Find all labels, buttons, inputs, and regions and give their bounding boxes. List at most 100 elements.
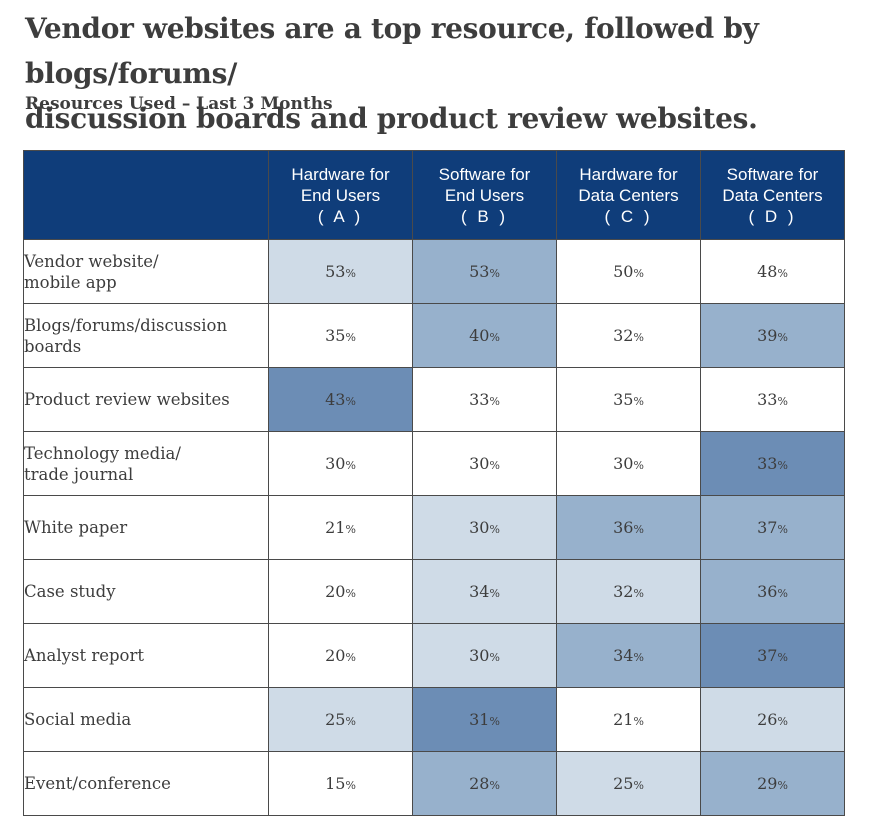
value-cell: 40%: [412, 303, 557, 368]
column-header-line: Software for: [438, 164, 531, 184]
row-label-line: Technology media/: [24, 443, 181, 463]
table-row: White paper 21% 30% 36% 37%: [23, 495, 845, 560]
value-cell: 25%: [268, 687, 413, 752]
value-number: 48: [757, 262, 778, 281]
column-header: Software for End Users( B ): [412, 150, 557, 240]
table-row: Blogs/forums/discussion boards 35% 40% 32% 39…: [23, 303, 845, 368]
row-label: Event/conference: [23, 751, 269, 816]
value-number: 30: [469, 518, 490, 537]
value-cell: 43%: [268, 367, 413, 432]
value-cell: 34%: [556, 623, 701, 688]
value-number: 28: [469, 774, 490, 793]
value-number: 50: [613, 262, 634, 281]
value-number: 37: [757, 646, 778, 665]
column-header-line: Software for: [726, 164, 819, 184]
row-label: Analyst report: [23, 623, 269, 688]
value-cell: 21%: [556, 687, 701, 752]
value-cell: 32%: [556, 303, 701, 368]
table-row: Case study 20% 34% 32% 36%: [23, 559, 845, 624]
value-cell: 29%: [700, 751, 845, 816]
percent-sign: %: [345, 523, 356, 536]
percent-sign: %: [345, 651, 356, 664]
value-number: 53: [325, 262, 346, 281]
column-header-line: Hardware for: [579, 164, 678, 184]
value-cell: 30%: [556, 431, 701, 496]
value-number: 26: [757, 710, 778, 729]
table-row: Social media 25% 31% 21% 26%: [23, 687, 845, 752]
value-number: 30: [469, 454, 490, 473]
value-number: 37: [757, 518, 778, 537]
value-cell: 30%: [412, 431, 557, 496]
percent-sign: %: [489, 331, 500, 344]
value-number: 15: [325, 774, 346, 793]
row-label: Vendor website/mobile app: [23, 239, 269, 304]
value-cell: 20%: [268, 623, 413, 688]
percent-sign: %: [489, 267, 500, 280]
column-header: Software for Data Centers( D ): [700, 150, 845, 240]
value-cell: 33%: [700, 367, 845, 432]
value-cell: 35%: [556, 367, 701, 432]
value-number: 32: [613, 326, 634, 345]
value-number: 33: [757, 390, 778, 409]
value-number: 39: [757, 326, 778, 345]
percent-sign: %: [633, 459, 644, 472]
percent-sign: %: [489, 715, 500, 728]
row-label-line: trade journal: [24, 464, 134, 484]
value-cell: 26%: [700, 687, 845, 752]
percent-sign: %: [345, 587, 356, 600]
row-label-line: Case study: [24, 582, 116, 601]
row-label-line: Social media: [24, 710, 132, 729]
value-number: 21: [613, 710, 634, 729]
row-label-line: Blogs/forums/discussion: [24, 315, 228, 335]
value-number: 35: [325, 326, 346, 345]
value-cell: 33%: [412, 367, 557, 432]
table-row: Product review websites 43% 33% 35% 33%: [23, 367, 845, 432]
column-header: Hardware for Data Centers( C ): [556, 150, 701, 240]
table-body: Vendor website/mobile app 53% 53% 50% 48% Blo…: [23, 239, 845, 816]
value-cell: 53%: [268, 239, 413, 304]
percent-sign: %: [777, 587, 788, 600]
percent-sign: %: [633, 331, 644, 344]
value-cell: 37%: [700, 623, 845, 688]
row-label: Case study: [23, 559, 269, 624]
percent-sign: %: [777, 523, 788, 536]
value-cell: 48%: [700, 239, 845, 304]
row-label-line: Event/conference: [24, 774, 171, 793]
percent-sign: %: [777, 395, 788, 408]
column-header-line: Data Centers: [722, 185, 823, 205]
percent-sign: %: [489, 587, 500, 600]
value-cell: 37%: [700, 495, 845, 560]
percent-sign: %: [345, 715, 356, 728]
row-label-line: Vendor website/: [24, 251, 159, 271]
value-number: 30: [469, 646, 490, 665]
value-cell: 50%: [556, 239, 701, 304]
value-cell: 39%: [700, 303, 845, 368]
table-row: Event/conference 15% 28% 25% 29%: [23, 751, 845, 816]
value-number: 20: [325, 646, 346, 665]
row-label: Social media: [23, 687, 269, 752]
headline-line-2: discussion boards and product review web…: [25, 102, 758, 135]
row-label-line: Product review websites: [24, 390, 230, 409]
column-header: Hardware for End Users( A ): [268, 150, 413, 240]
percent-sign: %: [777, 715, 788, 728]
value-number: 30: [325, 454, 346, 473]
column-header-letter: ( B ): [460, 206, 509, 226]
percent-sign: %: [345, 395, 356, 408]
value-number: 25: [613, 774, 634, 793]
percent-sign: %: [489, 459, 500, 472]
percent-sign: %: [633, 651, 644, 664]
value-number: 33: [757, 454, 778, 473]
value-cell: 25%: [556, 751, 701, 816]
value-number: 32: [613, 582, 634, 601]
header-corner: [23, 150, 269, 240]
percent-sign: %: [633, 267, 644, 280]
table-row: Technology media/trade journal 30% 30% 30% 3…: [23, 431, 845, 496]
row-label: Blogs/forums/discussion boards: [23, 303, 269, 368]
percent-sign: %: [489, 651, 500, 664]
value-cell: 34%: [412, 559, 557, 624]
value-number: 36: [613, 518, 634, 537]
column-header-letter: ( D ): [748, 206, 797, 226]
percent-sign: %: [345, 267, 356, 280]
value-cell: 20%: [268, 559, 413, 624]
value-cell: 36%: [556, 495, 701, 560]
